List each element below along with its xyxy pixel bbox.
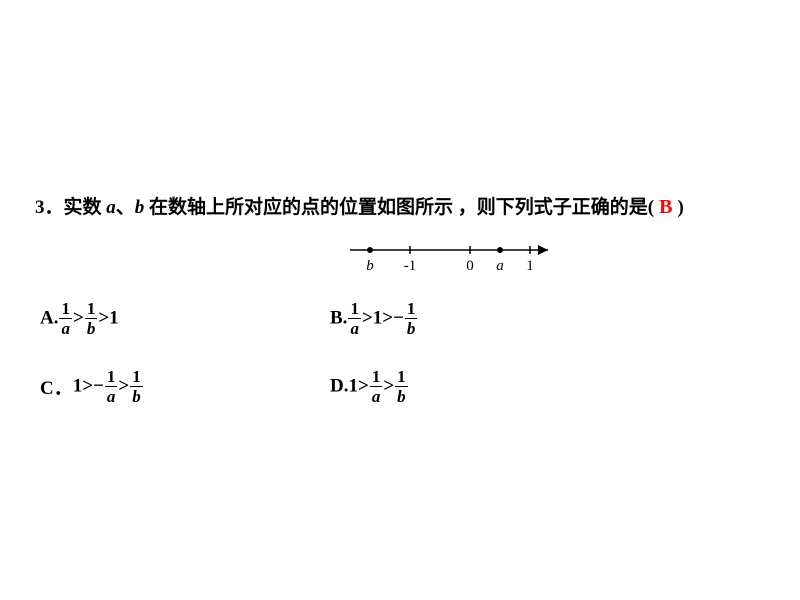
option-c: C．1>−1a>1b bbox=[40, 368, 144, 405]
nl-label-one: 1 bbox=[526, 258, 534, 274]
fraction-1-over-b: 1b bbox=[130, 368, 143, 405]
number-line: b -1 0 a 1 bbox=[300, 238, 560, 282]
frac-num: 1 bbox=[59, 300, 72, 317]
number-one: 1 bbox=[109, 308, 119, 329]
frac-den: b bbox=[395, 388, 408, 405]
page: 3．实数 a、b 在数轴上所对应的点的位置如图所示 ，则下列式子正确的是( B … bbox=[0, 0, 800, 600]
fraction-1-over-b: 1b bbox=[395, 368, 408, 405]
fraction-1-over-b: 1b bbox=[405, 300, 418, 337]
question-text: 3．实数 a、b 在数轴上所对应的点的位置如图所示 ，则下列式子正确的是( B … bbox=[35, 192, 684, 219]
frac-num: 1 bbox=[85, 300, 98, 317]
frac-den: a bbox=[370, 388, 383, 405]
option-c-label: C． bbox=[40, 378, 73, 399]
minus-sign: − bbox=[393, 308, 404, 329]
option-a: A.1a>1b>1 bbox=[40, 300, 119, 337]
gt-symbol: > bbox=[118, 376, 129, 397]
fraction-1-over-a: 1a bbox=[370, 368, 383, 405]
frac-num: 1 bbox=[130, 368, 143, 385]
frac-num: 1 bbox=[370, 368, 383, 385]
number-one: 1 bbox=[73, 376, 83, 397]
frac-den: b bbox=[85, 320, 98, 337]
frac-den: b bbox=[130, 388, 143, 405]
gt-symbol: > bbox=[358, 376, 369, 397]
gt-symbol: > bbox=[73, 308, 84, 329]
nl-label-zero: 0 bbox=[466, 258, 474, 274]
gt-symbol: > bbox=[98, 308, 109, 329]
question-pre: 实数 bbox=[64, 197, 107, 218]
option-d: D.1>1a>1b bbox=[330, 368, 409, 405]
separator: 、 bbox=[116, 197, 135, 218]
frac-num: 1 bbox=[395, 368, 408, 385]
frac-num: 1 bbox=[105, 368, 118, 385]
minus-sign: − bbox=[93, 376, 104, 397]
gt-symbol: > bbox=[82, 376, 93, 397]
question-mid: 在数轴上所对应的点的位置如图所示 ，则下列式子正确的是( bbox=[144, 197, 654, 218]
number-one: 1 bbox=[373, 308, 383, 329]
frac-den: b bbox=[405, 320, 418, 337]
variable-a: a bbox=[106, 197, 116, 218]
answer-letter: B bbox=[654, 196, 677, 218]
option-b-label: B. bbox=[330, 308, 347, 329]
gt-symbol: > bbox=[383, 376, 394, 397]
frac-den: a bbox=[59, 320, 72, 337]
question-number: 3． bbox=[35, 197, 64, 218]
option-b: B.1a>1>−1b bbox=[330, 300, 418, 337]
gt-symbol: > bbox=[382, 308, 393, 329]
option-d-label: D. bbox=[330, 376, 348, 397]
gt-symbol: > bbox=[362, 308, 373, 329]
frac-num: 1 bbox=[405, 300, 418, 317]
fraction-1-over-a: 1a bbox=[59, 300, 72, 337]
frac-den: a bbox=[348, 320, 361, 337]
paren-close: ) bbox=[677, 197, 683, 218]
frac-num: 1 bbox=[348, 300, 361, 317]
nl-label-a: a bbox=[496, 258, 504, 274]
number-line-svg: b -1 0 a 1 bbox=[300, 238, 560, 282]
number-one: 1 bbox=[348, 376, 358, 397]
fraction-1-over-b: 1b bbox=[85, 300, 98, 337]
fraction-1-over-a: 1a bbox=[105, 368, 118, 405]
nl-label-neg1: -1 bbox=[404, 258, 417, 274]
variable-b: b bbox=[135, 197, 145, 218]
frac-den: a bbox=[105, 388, 118, 405]
option-a-label: A. bbox=[40, 308, 58, 329]
nl-label-b: b bbox=[366, 258, 374, 274]
fraction-1-over-a: 1a bbox=[348, 300, 361, 337]
